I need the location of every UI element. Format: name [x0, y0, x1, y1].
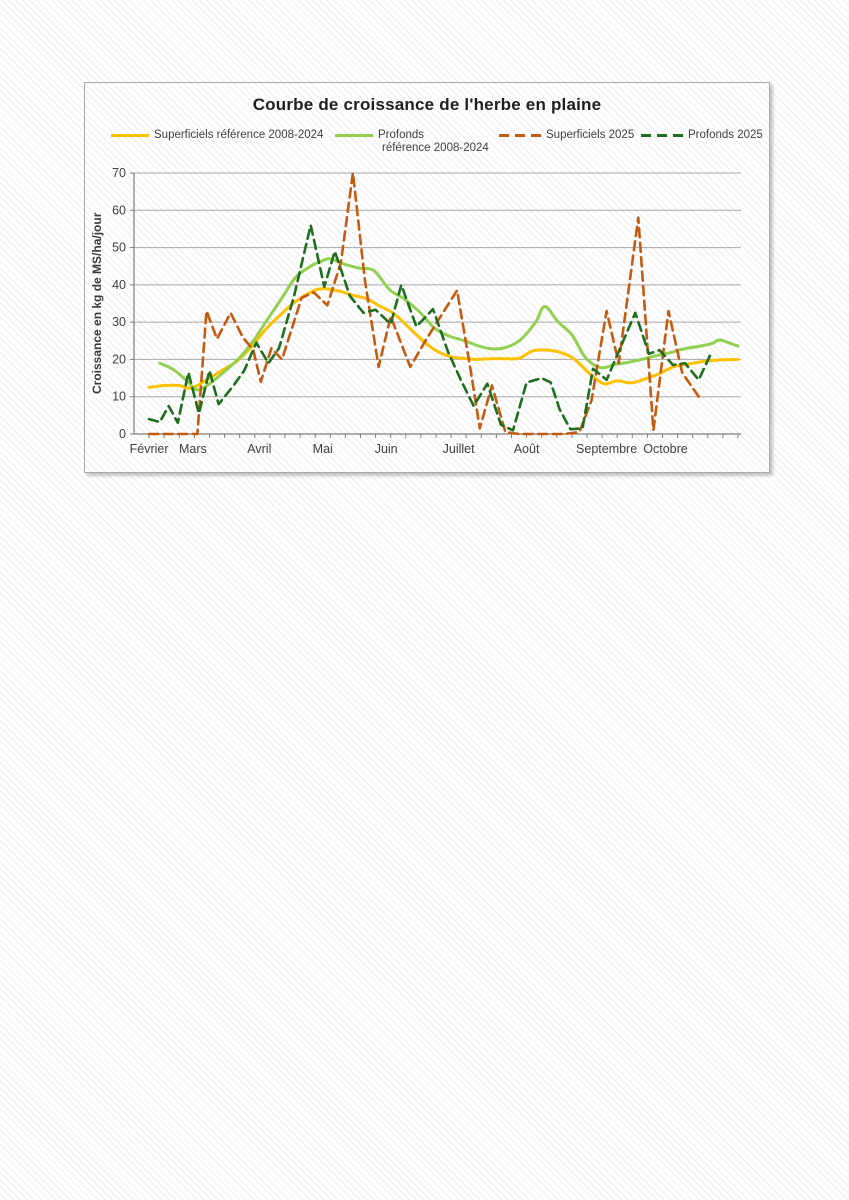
series-line-1	[158, 257, 740, 392]
x-month-label: Mai	[313, 442, 333, 456]
legend-line-dashed-icon	[641, 134, 683, 137]
y-tick-label: 50	[112, 241, 126, 255]
x-month-label: Mars	[179, 442, 207, 456]
series-line-2	[147, 171, 701, 436]
x-month-label: Avril	[247, 442, 271, 456]
x-month-label: Juin	[375, 442, 398, 456]
chart-title: Courbe de croissance de l'herbe en plain…	[252, 95, 602, 114]
y-tick-label: 70	[112, 166, 126, 180]
legend-item-superficiels-2025: Superficiels 2025	[499, 129, 634, 142]
x-month-label: Octobre	[643, 442, 688, 456]
y-tick-label: 60	[112, 203, 126, 217]
y-tick-label: 10	[112, 390, 126, 404]
y-axis-title: Croissance en kg de MS/ha/jour	[90, 212, 104, 395]
y-tick-label: 0	[119, 427, 126, 441]
x-month-label: Septembre	[576, 442, 637, 456]
legend-label: Profonds 2025	[688, 129, 763, 141]
x-axis-month-labels: Février Mars Avril Mai Juin Juillet Août Septem…	[130, 442, 688, 456]
x-month-label: Février	[130, 442, 169, 456]
legend-item-profonds-2025: Profonds 2025	[641, 129, 763, 142]
series-line-3	[147, 223, 713, 432]
series-line-0	[147, 287, 740, 390]
x-month-label: Août	[514, 442, 540, 456]
legend-item-superficiels-reference: Superficiels référence 2008-2024	[111, 129, 323, 142]
growth-chart: Courbe de croissance de l'herbe en plain…	[84, 82, 770, 473]
legend-line-solid-icon	[111, 134, 149, 137]
legend-line-dashed-icon	[499, 134, 541, 137]
legend-label: Profonds	[378, 129, 425, 141]
y-tick-label: 20	[112, 352, 126, 366]
legend-label: Superficiels référence 2008-2024	[154, 129, 324, 141]
legend-item-profonds-reference: Profonds référence 2008-2024	[335, 129, 489, 155]
y-tick-label: 40	[112, 278, 126, 292]
legend-label-line2: référence 2008-2024	[382, 142, 489, 154]
y-tick-label: 30	[112, 315, 126, 329]
chart-canvas: 0 10 20 30 40 50 60 70 Février Mars Avril Mai Juin Ju…	[112, 166, 741, 456]
legend-label: Superficiels 2025	[546, 129, 635, 141]
axes: 0 10 20 30 40 50 60 70	[112, 166, 739, 441]
x-month-label: Juillet	[443, 442, 475, 456]
legend-line-solid-icon	[335, 134, 373, 137]
